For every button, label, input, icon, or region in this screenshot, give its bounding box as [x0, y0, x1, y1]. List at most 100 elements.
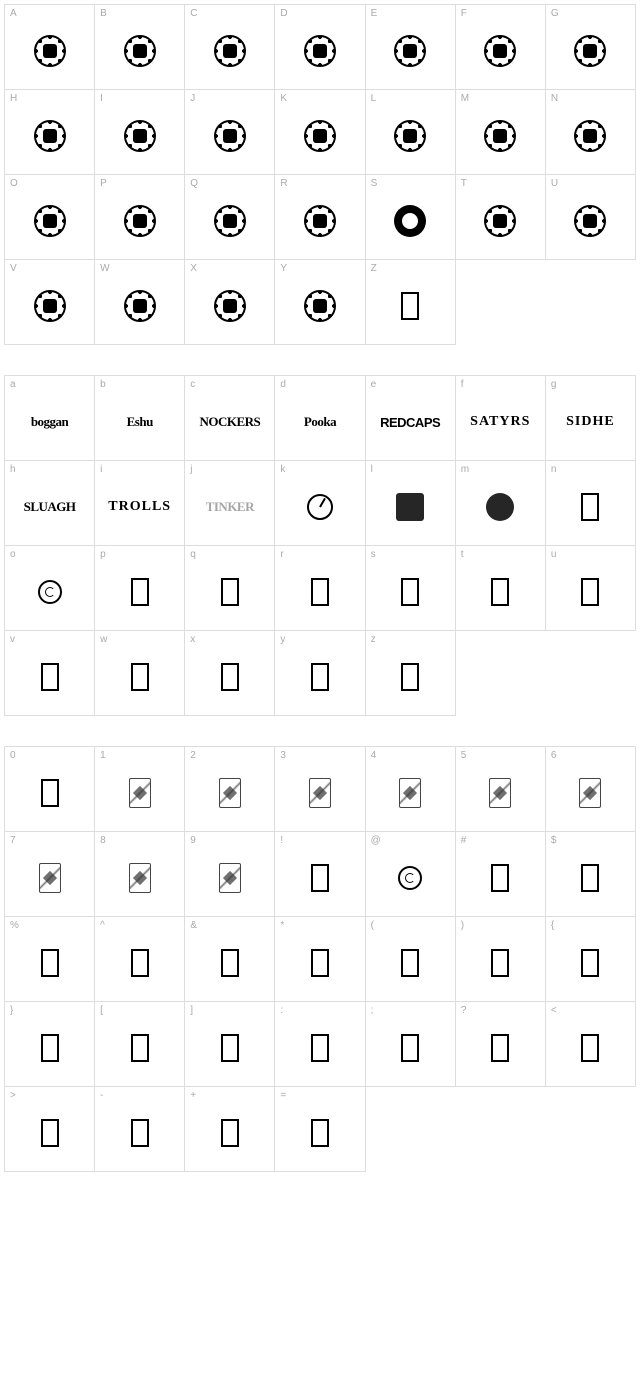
glyph-C: [185, 5, 274, 89]
glyph-N: [546, 90, 635, 174]
glyph-o: [5, 546, 94, 630]
char-label: B: [100, 8, 107, 19]
glyph-q: [185, 546, 274, 630]
glyph-U: [546, 175, 635, 259]
glyph-]: [185, 1002, 274, 1086]
char-cell: @: [366, 832, 456, 917]
char-cell: aboggan: [5, 376, 95, 461]
glyph-c: NOCKERS: [185, 376, 274, 460]
char-label: r: [280, 549, 283, 560]
char-cell: m: [456, 461, 546, 546]
char-cell: P: [95, 175, 185, 260]
glyph-d: Pooka: [275, 376, 364, 460]
glyph-u: [546, 546, 635, 630]
char-label: :: [280, 1005, 283, 1016]
char-cell: 7: [5, 832, 95, 917]
glyph-5: [456, 747, 545, 831]
char-label: F: [461, 8, 467, 19]
char-label: b: [100, 379, 106, 390]
glyph-r: [275, 546, 364, 630]
char-cell: v: [5, 631, 95, 716]
char-cell: #: [456, 832, 546, 917]
char-label: e: [371, 379, 377, 390]
char-cell: ;: [366, 1002, 456, 1087]
glyph-J: [185, 90, 274, 174]
char-label: 5: [461, 750, 467, 761]
glyph-i: TROLLS: [95, 461, 184, 545]
glyph-I: [95, 90, 184, 174]
char-label: 6: [551, 750, 557, 761]
char-label: >: [10, 1090, 16, 1101]
glyph-=: [275, 1087, 364, 1171]
char-label: 2: [190, 750, 196, 761]
char-label: N: [551, 93, 558, 104]
char-cell: gSIDHE: [546, 376, 636, 461]
char-cell: iTROLLS: [95, 461, 185, 546]
glyph-k: [275, 461, 364, 545]
char-label: *: [280, 920, 284, 931]
char-cell: n: [546, 461, 636, 546]
char-cell: <: [546, 1002, 636, 1087]
char-cell: M: [456, 90, 546, 175]
char-label: a: [10, 379, 16, 390]
char-cell: T: [456, 175, 546, 260]
glyph-B: [95, 5, 184, 89]
char-label: Y: [280, 263, 287, 274]
char-cell: (: [366, 917, 456, 1002]
glyph-!: [275, 832, 364, 916]
char-cell: V: [5, 260, 95, 345]
char-label: ): [461, 920, 464, 931]
char-cell: J: [185, 90, 275, 175]
glyph-9: [185, 832, 274, 916]
glyph-L: [366, 90, 455, 174]
glyph-2: [185, 747, 274, 831]
char-label: E: [371, 8, 378, 19]
glyph-y: [275, 631, 364, 715]
char-label: ^: [100, 920, 105, 931]
char-cell: C: [185, 5, 275, 90]
char-label: I: [100, 93, 103, 104]
glyph-8: [95, 832, 184, 916]
glyph-b: Eshu: [95, 376, 184, 460]
char-label: @: [371, 835, 381, 846]
glyph-:: [275, 1002, 364, 1086]
section-uppercase: ABCDEFGHIJKLMNOPQRSTUVWXYZ: [4, 4, 636, 345]
char-cell: 3: [275, 747, 365, 832]
glyph-E: [366, 5, 455, 89]
char-label: U: [551, 178, 558, 189]
char-cell: 0: [5, 747, 95, 832]
char-cell: :: [275, 1002, 365, 1087]
char-label: c: [190, 379, 195, 390]
char-label: w: [100, 634, 107, 645]
char-label: l: [371, 464, 373, 475]
char-cell: o: [5, 546, 95, 631]
glyph-t: [456, 546, 545, 630]
char-cell: 5: [456, 747, 546, 832]
char-cell: eREDCAPS: [366, 376, 456, 461]
char-label: 4: [371, 750, 377, 761]
glyph-f: SATYRS: [456, 376, 545, 460]
char-cell: X: [185, 260, 275, 345]
glyph-[: [95, 1002, 184, 1086]
char-label: {: [551, 920, 554, 931]
char-label: f: [461, 379, 464, 390]
char-label: d: [280, 379, 286, 390]
char-cell: ^: [95, 917, 185, 1002]
char-label: D: [280, 8, 287, 19]
char-label: ;: [371, 1005, 374, 1016]
char-label: H: [10, 93, 17, 104]
char-cell: 4: [366, 747, 456, 832]
char-label: h: [10, 464, 16, 475]
char-cell: $: [546, 832, 636, 917]
char-cell: r: [275, 546, 365, 631]
glyph-w: [95, 631, 184, 715]
char-cell: %: [5, 917, 95, 1002]
char-label: n: [551, 464, 557, 475]
char-label: Z: [371, 263, 377, 274]
char-cell: 9: [185, 832, 275, 917]
glyph-a: boggan: [5, 376, 94, 460]
char-cell: s: [366, 546, 456, 631]
glyph-H: [5, 90, 94, 174]
glyph-z: [366, 631, 455, 715]
char-cell: k: [275, 461, 365, 546]
